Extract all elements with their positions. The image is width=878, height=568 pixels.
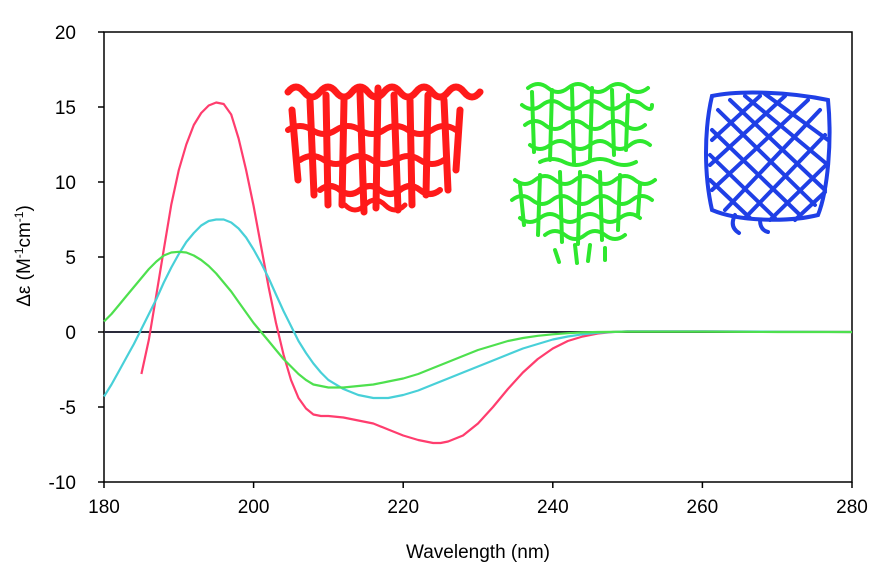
plot-area xyxy=(103,31,853,483)
y-axis-label: Δε (M-1cm-1) xyxy=(12,205,35,307)
series-line-1 xyxy=(140,101,853,445)
y-tick-label: -10 xyxy=(49,473,76,494)
alpha-helical-structure-icon xyxy=(284,83,484,216)
series-line-2 xyxy=(103,218,853,400)
y-axis-label-end: ) xyxy=(14,205,35,211)
x-tick-label: 280 xyxy=(836,497,868,518)
x-tick-label: 200 xyxy=(238,497,270,518)
x-tick-label: 220 xyxy=(387,497,419,518)
x-axis-label: Wavelength (nm) xyxy=(406,542,550,563)
x-tick-label: 260 xyxy=(687,497,719,518)
y-tick-label: 10 xyxy=(55,173,76,194)
y-tick-label: 15 xyxy=(55,98,76,119)
series-layer xyxy=(103,101,853,445)
series-line-3 xyxy=(103,250,852,389)
y-tick-label: 20 xyxy=(55,23,76,44)
x-tick-label: 180 xyxy=(88,497,120,518)
mixed-complex-structure-icon xyxy=(510,82,657,265)
y-tick-label: -5 xyxy=(59,398,76,419)
y-tick-label: 5 xyxy=(65,248,76,269)
x-tick-label: 240 xyxy=(537,497,569,518)
beta-barrel-structure-icon xyxy=(704,90,832,235)
y-tick-label: 0 xyxy=(65,323,76,344)
y-axis-label-sup1: -1 xyxy=(12,247,26,258)
y-axis-label-sup2: -1 xyxy=(12,211,26,222)
y-axis-label-main: Δε (M xyxy=(14,258,35,307)
y-axis-label-mid: cm xyxy=(14,222,35,247)
axis-ticks: 180 200 220 240 260 280 -10 -5 0 5 10 15 20 xyxy=(49,23,868,518)
